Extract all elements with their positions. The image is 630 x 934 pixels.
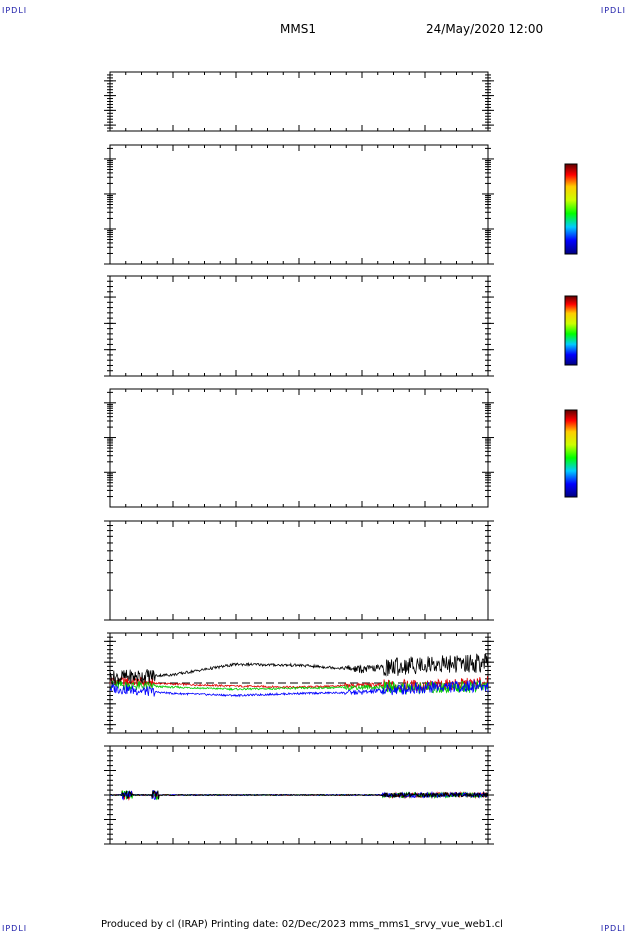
fgm-trace-bt <box>109 653 489 687</box>
corner-label-bottom-left: IPDLI <box>2 924 28 933</box>
colorbar <box>564 295 578 366</box>
corner-label-top-left: IPDLI <box>2 6 28 15</box>
panel-frame-des-energy <box>109 144 489 265</box>
spacecraft-title: MMS1 <box>280 22 316 36</box>
corner-label-top-right: IPDLI <box>600 6 626 15</box>
panel-frame-density <box>109 520 489 621</box>
panel-frame-des-pitch <box>109 275 489 377</box>
panel-frame-dis-energy <box>109 388 489 508</box>
corner-label-bottom-right: IPDLI <box>600 924 626 933</box>
colorbar <box>564 163 578 255</box>
panel-frame-burst <box>109 71 489 132</box>
plot-datetime: 24/May/2020 12:00 <box>426 22 544 36</box>
footer-info: Produced by cl (IRAP) Printing date: 02/… <box>101 919 503 930</box>
colorbar <box>564 409 578 498</box>
multi-panel-plot <box>104 71 578 845</box>
current-trace-j <box>109 789 489 800</box>
fgm-trace-bz <box>109 679 489 698</box>
